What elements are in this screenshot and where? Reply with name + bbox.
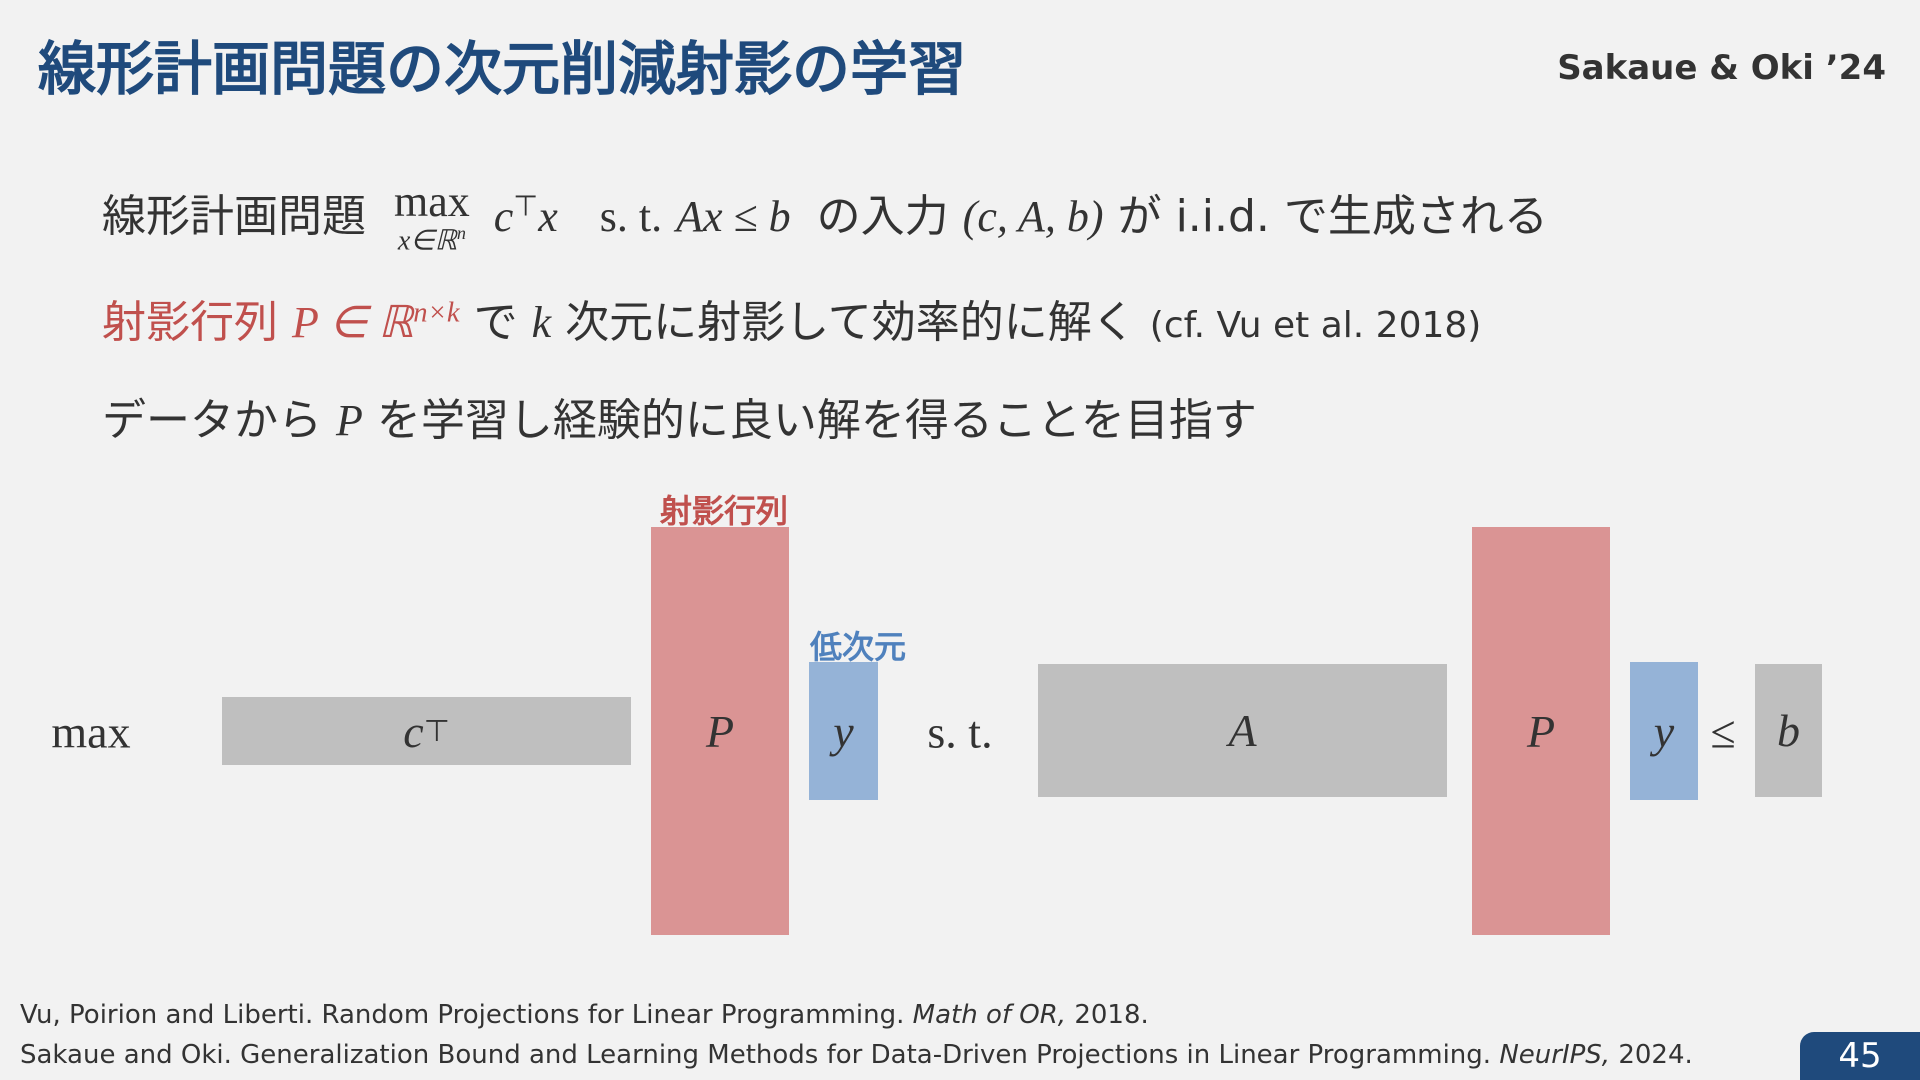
b-block: b xyxy=(1755,664,1822,797)
venue: Math of OR, xyxy=(912,1000,1067,1030)
venue: NeurIPS, xyxy=(1499,1040,1611,1070)
page-number: 45 xyxy=(1800,1032,1920,1080)
reference: Vu, Poirion and Liberti. Random Projecti… xyxy=(20,1000,1149,1030)
text: を学習し経験的に良い解を得ることを目指す xyxy=(376,395,1257,446)
citation: (cf. Vu et al. 2018) xyxy=(1149,305,1482,346)
P-block: P xyxy=(1472,527,1610,935)
slide-title: 線形計画問題の次元削減射影の学習 xyxy=(38,35,967,103)
math: x∈ℝ xyxy=(397,225,457,257)
text: Vu, Poirion and Liberti. Random Projecti… xyxy=(20,1000,905,1030)
text: 線形計画問題 xyxy=(102,191,366,242)
y-block: y xyxy=(1630,662,1698,800)
math: Ax ≤ b xyxy=(676,192,791,241)
low-dim-label: 低次元 xyxy=(809,628,907,666)
authors: Sakaue & Oki ’24 xyxy=(1557,48,1886,88)
text: 射影行列 xyxy=(102,297,278,348)
bullet: 射影行列 P ∈ ℝn×k で k 次元に射影して効率的に解く (cf. Vu … xyxy=(102,286,1481,350)
leq-label: ≤ xyxy=(1710,706,1736,758)
text: 次元に射影して効率的に解く xyxy=(565,297,1136,348)
reference: Sakaue and Oki. Generalization Bound and… xyxy=(20,1040,1693,1070)
math: x xyxy=(538,192,558,241)
math: P ∈ ℝ xyxy=(292,298,414,347)
y-block: y xyxy=(809,662,878,800)
math: c xyxy=(493,192,514,241)
math: x∈ℝn xyxy=(398,224,466,255)
year: 2018. xyxy=(1074,1000,1149,1030)
math: P xyxy=(336,396,363,445)
text: が i.i.d. で生成される xyxy=(1117,191,1548,242)
math: c xyxy=(403,705,424,757)
text: の入力 xyxy=(816,191,949,242)
P-block: P xyxy=(651,527,789,935)
math: ⊤ xyxy=(513,191,539,223)
max-operator: max x∈ℝn xyxy=(394,180,470,255)
text: で xyxy=(473,297,518,348)
A-block: A xyxy=(1038,664,1447,797)
math: n×k xyxy=(413,297,460,329)
math: n xyxy=(456,223,466,243)
c-block: c ⊤ xyxy=(222,697,631,765)
math: max xyxy=(394,177,470,226)
math: k xyxy=(531,298,552,347)
max-label: max xyxy=(51,706,131,758)
text: Sakaue and Oki. Generalization Bound and… xyxy=(20,1040,1492,1070)
bullet: データから P を学習し経験的に良い解を得ることを目指す xyxy=(102,384,1257,448)
math: ⊤ xyxy=(423,714,450,748)
math: s. t. xyxy=(599,192,663,241)
bullet: 線形計画問題 max x∈ℝn c⊤x s. t. Ax ≤ b の入力 (c, A… xyxy=(102,180,1548,255)
projection-label: 射影行列 xyxy=(659,492,789,530)
text: データから xyxy=(102,395,322,446)
math: (c, A, b) xyxy=(962,192,1104,241)
st-label: s. t. xyxy=(927,706,993,758)
year: 2024. xyxy=(1618,1040,1693,1070)
